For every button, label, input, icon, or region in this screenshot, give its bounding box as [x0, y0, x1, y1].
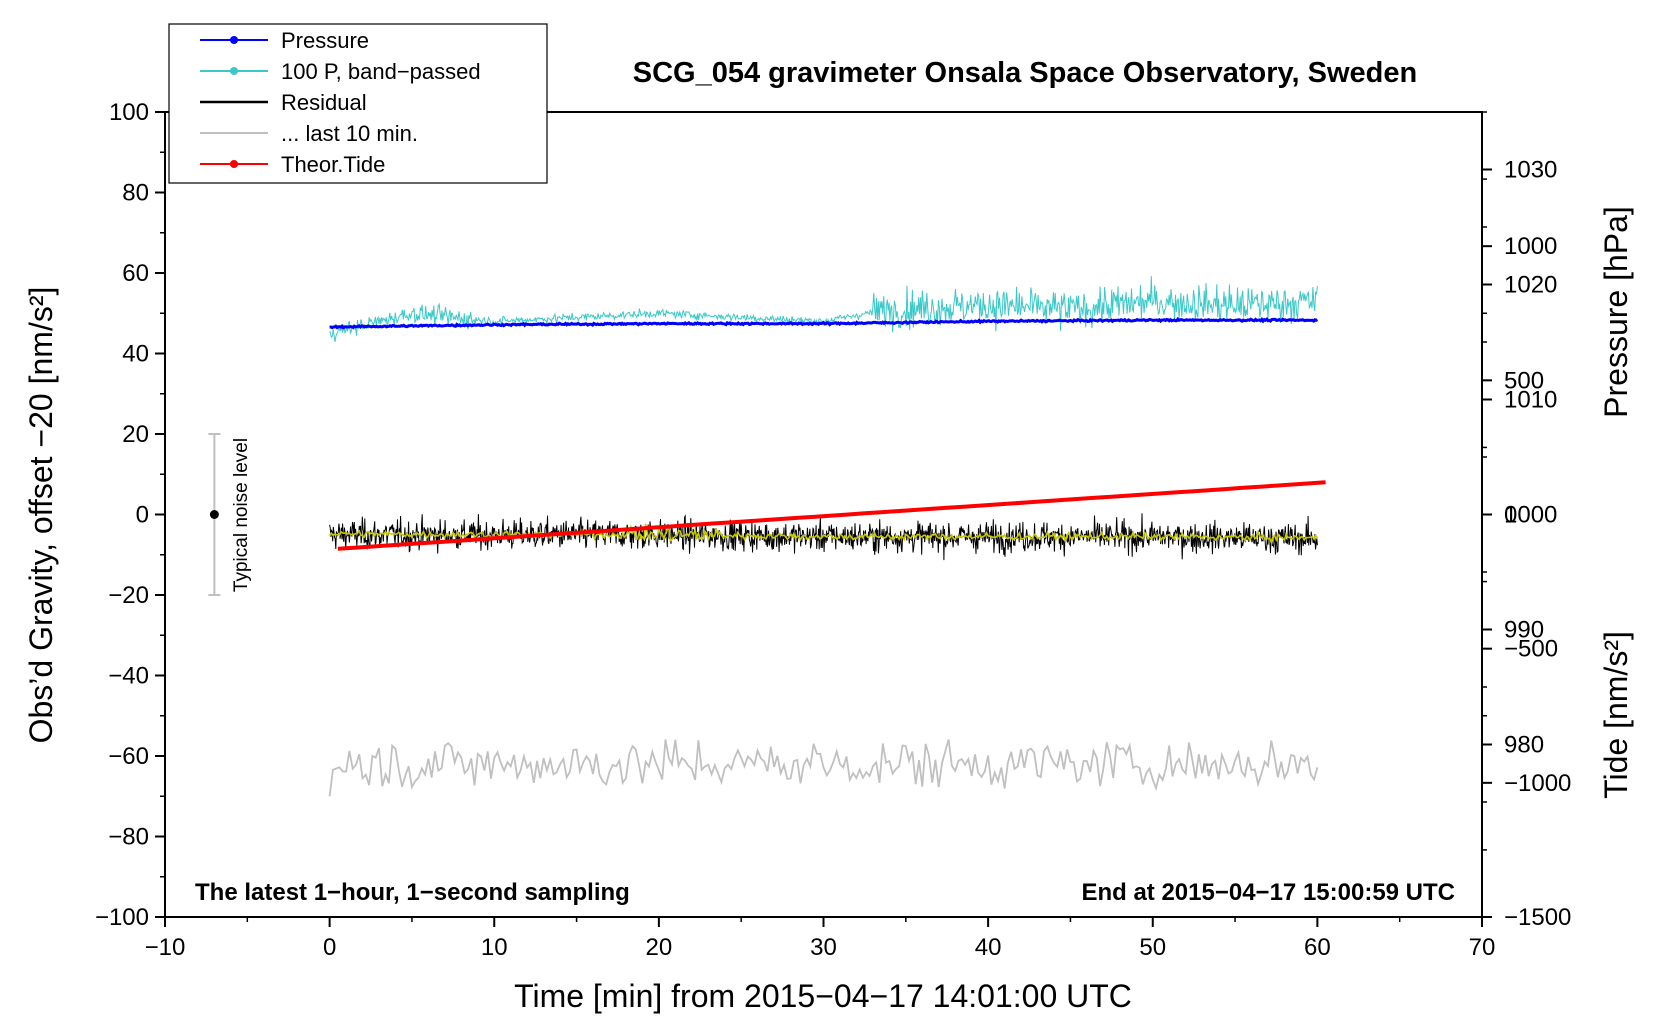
pressure-tick-label: 1010 — [1504, 387, 1557, 414]
y-tick-label: 80 — [122, 180, 149, 207]
y-tick-label: 40 — [122, 341, 149, 368]
tide-tick-label: 500 — [1504, 367, 1544, 394]
legend-box — [168, 23, 548, 184]
pressure-tick-label: 1000 — [1504, 502, 1557, 529]
y-tick-label: −100 — [95, 904, 149, 931]
tide-tick-label: 1000 — [1504, 233, 1557, 260]
y-tick-label: 100 — [109, 99, 149, 126]
tide-tick-label: −1000 — [1504, 770, 1571, 797]
y-tick-label: 60 — [122, 260, 149, 287]
tide-tick-label: −500 — [1504, 636, 1558, 663]
legend-label: Residual — [281, 90, 367, 115]
tide-tick-label: −1500 — [1504, 904, 1571, 931]
left-y-axis-title: Obs’d Gravity, offset −20 [nm/s²] — [23, 287, 59, 744]
x-tick-label: 70 — [1469, 934, 1496, 961]
series-residual-smoothed — [328, 523, 1319, 545]
legend-label: Theor.Tide — [281, 152, 385, 177]
legend-marker — [230, 160, 238, 168]
x-tick-label: 50 — [1139, 934, 1166, 961]
chart-title: SCG_054 gravimeter Onsala Space Observat… — [633, 57, 1417, 89]
legend-marker — [230, 67, 238, 75]
y-tick-label: −40 — [108, 663, 149, 690]
pressure-tick-label: 1020 — [1504, 272, 1557, 299]
x-tick-label: 40 — [975, 934, 1002, 961]
y-tick-label: −20 — [108, 582, 149, 609]
x-tick-label: 30 — [810, 934, 837, 961]
tide-axis: 1000 500 0 −500 −1000 −1500 — [1482, 178, 1571, 931]
x-axis-title: Time [min] from 2015−04−17 14:01:00 UTC — [514, 978, 1132, 1014]
x-axis: −10 0 10 20 30 40 50 60 70 — [145, 917, 1496, 961]
series-band-passed-pressure — [329, 276, 1318, 342]
series-theoretical-tide — [337, 480, 1326, 551]
pressure-axis-title: Pressure [hPa] — [1598, 206, 1634, 418]
legend-marker — [230, 36, 238, 44]
x-tick-label: 20 — [646, 934, 673, 961]
x-tick-label: 0 — [323, 934, 336, 961]
tide-tick-label: 0 — [1504, 502, 1517, 529]
noise-label: Typical noise level — [231, 438, 252, 592]
legend: Pressure 100 P, band−passed Residual ... la… — [168, 23, 548, 184]
series-last-10-min — [328, 739, 1319, 797]
x-tick-label: 60 — [1304, 934, 1331, 961]
pressure-tick-label: 980 — [1504, 732, 1544, 759]
pressure-tick-label: 1030 — [1504, 157, 1557, 184]
legend-label: 100 P, band−passed — [281, 59, 481, 84]
x-tick-label: 10 — [481, 934, 508, 961]
annotation-end-time: End at 2015−04−17 15:00:59 UTC — [1081, 879, 1455, 906]
y-tick-label: −60 — [108, 743, 149, 770]
legend-label: ... last 10 min. — [281, 121, 418, 146]
left-y-axis: 100 80 60 40 20 0 −20 −40 −60 −80 −100 — [95, 99, 165, 931]
series-layer — [328, 276, 1326, 797]
series-residual — [329, 513, 1318, 561]
tide-axis-title: Tide [nm/s²] — [1598, 631, 1634, 799]
annotation-sampling: The latest 1−hour, 1−second sampling — [195, 879, 630, 906]
x-tick-label: −10 — [145, 934, 186, 961]
legend-label: Pressure — [281, 28, 369, 53]
y-tick-label: 0 — [136, 502, 149, 529]
pressure-tick-label: 990 — [1504, 617, 1544, 644]
series-pressure — [329, 316, 1319, 330]
pressure-axis: 1030 1020 1010 1000 990 980 — [1482, 111, 1557, 803]
y-tick-label: 20 — [122, 421, 149, 448]
y-tick-label: −80 — [108, 824, 149, 851]
noise-bar-center — [209, 510, 219, 519]
noise-level-indicator: Typical noise level — [208, 433, 252, 596]
